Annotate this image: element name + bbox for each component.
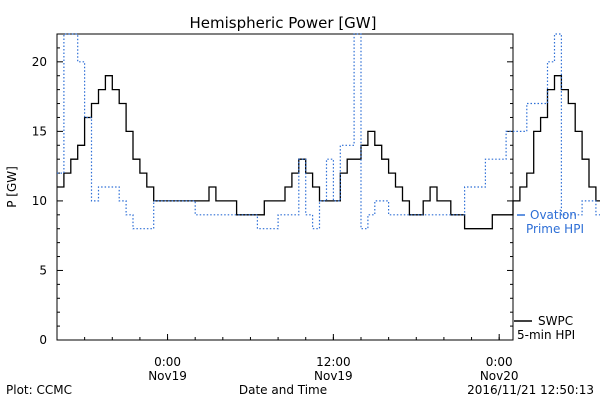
y-tick-label: 10	[32, 194, 47, 208]
y-axis-ticks: 0 5 10 15 20	[32, 47, 513, 347]
x-tick-label-time: 0:00	[486, 355, 513, 369]
x-tick-label-time: 12:00	[316, 355, 351, 369]
legend-swpc-label-2: 5-min HPI	[517, 328, 575, 342]
series-group	[57, 33, 600, 230]
legend-ovation-label-1: Ovation	[530, 208, 577, 222]
x-tick-label-date: Nov20	[480, 369, 519, 383]
y-axis-label: P [GW]	[5, 166, 19, 208]
x-tick-label-time: 0:00	[154, 355, 181, 369]
swpc-series-line	[57, 75, 600, 230]
footer-timestamp: 2016/11/21 12:50:13	[467, 383, 594, 397]
y-tick-label: 0	[39, 333, 47, 347]
footer-plot-credit: Plot: CCMC	[6, 383, 72, 397]
y-tick-label: 5	[39, 263, 47, 277]
chart-title: Hemispheric Power [GW]	[190, 14, 377, 32]
legend: Ovation Prime HPI SWPC 5-min HPI	[514, 208, 584, 342]
y-tick-label: 15	[32, 124, 47, 138]
legend-ovation-label-2: Prime HPI	[526, 222, 584, 236]
ovation-series-line	[57, 33, 600, 230]
x-axis-label: Date and Time	[239, 383, 327, 397]
x-tick-label-date: Nov19	[314, 369, 353, 383]
x-tick-label-date: Nov19	[148, 369, 187, 383]
x-axis-ticks: 0:00Nov1912:00Nov190:00Nov2012:00Nov200:…	[56, 334, 519, 383]
legend-swpc-label-1: SWPC	[538, 314, 573, 328]
y-tick-label: 20	[32, 55, 47, 69]
